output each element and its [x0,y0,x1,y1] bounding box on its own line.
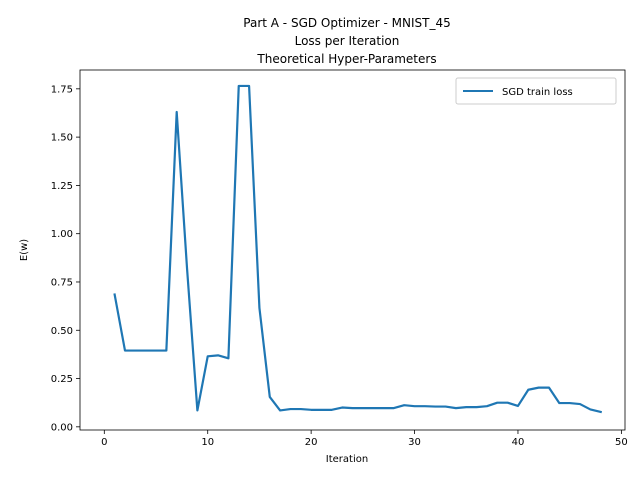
chart-title-line-1: Part A - SGD Optimizer - MNIST_45 [243,16,450,30]
chart-title-line-3: Theoretical Hyper-Parameters [256,52,436,66]
legend: SGD train loss [455,77,617,105]
x-tick-label: 20 [305,437,318,448]
series-layer [113,84,603,414]
x-axis-label: Iteration [326,454,368,465]
y-tick-label: 0.00 [51,422,73,433]
y-tick-label: 1.50 [51,133,73,144]
x-tick-label: 10 [201,437,214,448]
y-tick-label: 1.75 [51,84,73,95]
x-tick-label: 0 [101,437,107,448]
y-tick-label: 0.75 [51,277,73,288]
legend-box [455,77,617,105]
axis-ticks: 0 10 20 30 40 50 0.00 0.25 0.50 0.75 1.00 1.25 1.50 1… [51,84,628,448]
y-tick-label: 1.00 [51,229,73,240]
x-tick-label: 40 [512,437,525,448]
chart-title-line-2: Loss per Iteration [295,34,400,48]
y-axis-label: E(w) [19,239,30,261]
series-line [113,84,603,414]
legend-label: SGD train loss [502,87,573,98]
x-tick-label: 30 [408,437,421,448]
x-tick-label: 50 [615,437,628,448]
y-tick-label: 0.50 [51,326,73,337]
y-tick-label: 0.25 [51,374,73,385]
plot-frame [79,69,626,431]
y-tick-label: 1.25 [51,181,73,192]
